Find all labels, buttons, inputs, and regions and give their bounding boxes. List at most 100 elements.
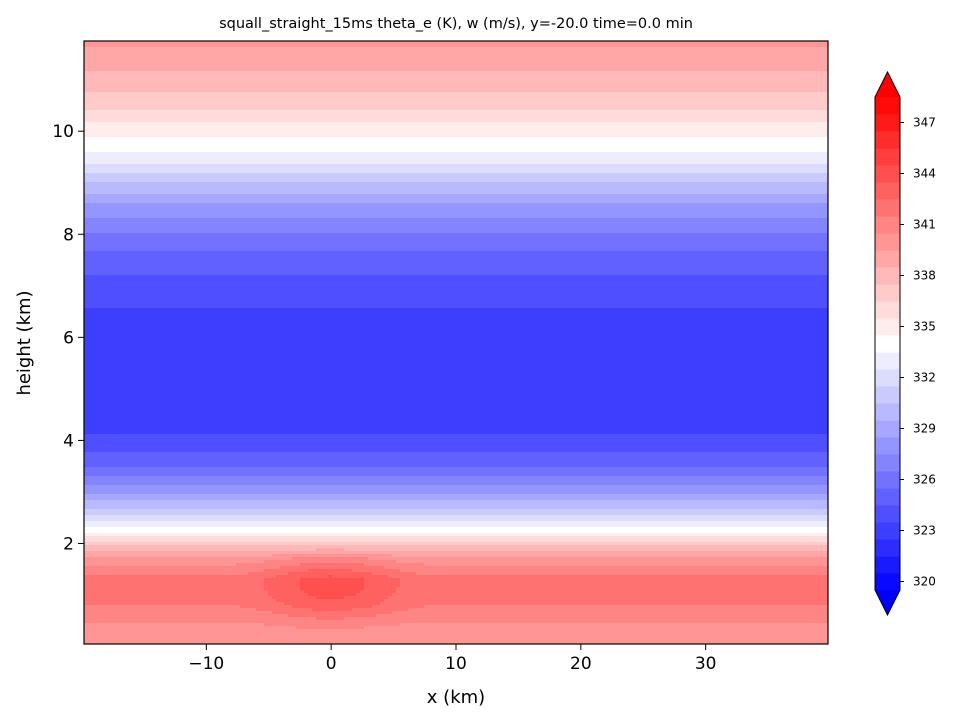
contour-cell <box>84 167 828 171</box>
colorbar-tick-label: 323 <box>913 524 936 538</box>
contour-cell <box>84 101 828 105</box>
contour-cell <box>84 536 828 540</box>
contour-cell <box>84 428 828 432</box>
contour-cell <box>84 233 828 237</box>
contour-cell <box>272 554 393 558</box>
contour-cell <box>84 443 828 447</box>
contour-cell <box>84 50 828 54</box>
contour-cell <box>368 557 828 561</box>
contour-cell <box>84 599 277 603</box>
y-tick-label: 4 <box>63 431 74 451</box>
contour-cell <box>364 581 401 585</box>
contour-cell <box>264 587 301 591</box>
contour-cell <box>84 215 828 219</box>
colorbar-tick-label: 332 <box>913 371 936 385</box>
contour-cell <box>84 332 828 336</box>
contour-cell <box>84 635 828 639</box>
contour-cell <box>392 611 828 615</box>
contour-cell <box>84 386 828 390</box>
colorbar-segment <box>875 182 900 200</box>
contour-cell <box>84 41 828 45</box>
contour-cell <box>300 581 365 585</box>
colorbar-segment <box>875 250 900 268</box>
colorbar-segment <box>875 335 900 353</box>
contour-cell <box>84 602 285 606</box>
contour-cell <box>276 575 329 579</box>
contour-cell <box>84 89 828 93</box>
contour-cell <box>84 413 828 417</box>
contour-cell <box>84 179 828 183</box>
contour-cell <box>84 230 828 234</box>
contour-cell <box>84 98 828 102</box>
colorbar: 320 323 326 329 332 335 338 341 344 347 <box>874 70 936 617</box>
colorbar-segment <box>875 148 900 166</box>
contour-cell <box>84 194 828 198</box>
contour-cell <box>308 569 353 573</box>
contour-cell <box>84 344 828 348</box>
colorbar-segment <box>875 454 900 472</box>
contour-cell <box>84 638 828 642</box>
colorbar-segment <box>875 505 900 523</box>
x-axis-label: x (km) <box>427 687 485 708</box>
contour-cell <box>264 560 397 564</box>
contour-cell <box>84 308 828 312</box>
contour-cell <box>84 446 828 450</box>
contour-cell <box>84 128 828 132</box>
contour-cell <box>292 605 373 609</box>
contour-cell <box>84 521 828 525</box>
contour-cell <box>84 509 828 513</box>
contour-cell <box>84 59 828 63</box>
contour-cell <box>84 449 828 453</box>
contour-cell <box>84 491 828 495</box>
contour-cell <box>84 302 828 306</box>
contour-cell <box>400 623 828 627</box>
contour-cell <box>84 545 828 549</box>
colorbar-segment <box>875 114 900 132</box>
contour-cell <box>84 317 828 321</box>
contour-cell <box>84 464 828 468</box>
x-tick-label: 10 <box>445 654 467 674</box>
contour-cell <box>84 620 828 624</box>
contour-cell <box>84 503 828 507</box>
contour-cell <box>352 569 401 573</box>
contour-cell <box>84 641 828 644</box>
contour-cell <box>372 572 417 576</box>
contour-cell <box>84 314 828 318</box>
y-axis-label: height (km) <box>14 290 35 395</box>
contour-cell <box>84 371 828 375</box>
colorbar-segment <box>875 216 900 234</box>
contour-cell <box>84 110 828 114</box>
contour-cell <box>84 557 293 561</box>
y-axis: 2 4 6 8 10 <box>52 122 84 555</box>
contour-cell <box>84 119 828 123</box>
colorbar-extend-high <box>875 72 900 97</box>
contour-cell <box>84 290 828 294</box>
contour-cell <box>344 596 389 600</box>
contour-cell <box>84 533 828 537</box>
colorbar-segment <box>875 97 900 115</box>
contour-cell <box>84 494 828 498</box>
colorbar-segment <box>875 301 900 319</box>
contour-cell <box>84 65 828 69</box>
contour-cell <box>84 596 273 600</box>
contour-cell <box>84 140 828 144</box>
colorbar-segment <box>875 471 900 489</box>
contour-cell <box>84 455 828 459</box>
contour-cell <box>84 227 828 231</box>
contour-cell <box>84 74 828 78</box>
contour-cell <box>364 563 425 567</box>
contour-cell <box>84 62 828 66</box>
contour-cell <box>84 188 828 192</box>
contour-cell <box>84 506 828 510</box>
contour-cell <box>84 425 828 429</box>
colorbar-segment <box>875 369 900 387</box>
contour-cell <box>84 206 828 210</box>
contour-cell <box>344 548 828 552</box>
contour-cell <box>424 605 828 609</box>
colorbar-tick-label: 347 <box>913 116 936 130</box>
contour-cell <box>84 185 828 189</box>
contour-cell <box>392 593 828 597</box>
contour-cell <box>84 296 828 300</box>
contour-cell <box>84 245 828 249</box>
